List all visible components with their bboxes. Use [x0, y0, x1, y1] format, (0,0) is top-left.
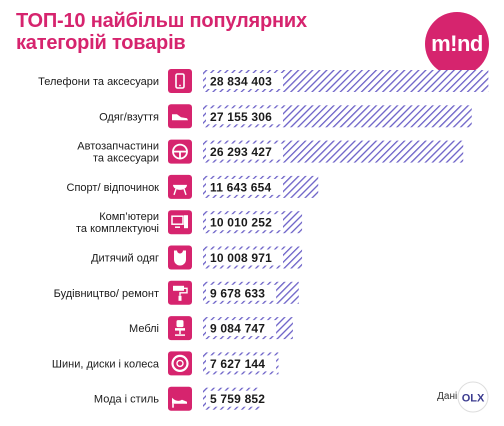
baby-bib-icon	[168, 245, 192, 270]
computer-icon	[168, 210, 192, 235]
bar-row: Меблі 9 084 747	[129, 316, 293, 341]
bar-row: Спорт/ відпочинок 11 643 654	[67, 174, 319, 199]
value-label-bg	[206, 355, 277, 372]
value-label: 11 643 654	[210, 180, 272, 194]
category-label-line: Шини, диски і колеса	[52, 358, 160, 370]
category-label: Спорт/ відпочинок	[67, 182, 160, 194]
bar-row: Будівництво/ ремонт 9 678 633	[54, 280, 299, 305]
bar-row: Комп’ютери та комплектуючі 10 010 252	[76, 210, 303, 235]
value-label: 10 010 252	[210, 216, 272, 230]
category-label-line: Спорт/ відпочинок	[67, 182, 160, 194]
bar-row: Телефони та аксесуари 28 834 403	[38, 69, 489, 93]
category-label: Комп’ютери та комплектуючі	[76, 211, 159, 235]
category-label-line: Будівництво/ ремонт	[54, 288, 159, 300]
value-label-bg	[206, 214, 283, 231]
category-label-line: Автозапчастини	[77, 141, 159, 153]
source-label: Дані:	[437, 391, 460, 402]
value-label-bg	[206, 284, 277, 301]
sneaker-icon	[168, 104, 192, 129]
high-heel-icon	[168, 386, 192, 411]
category-label: Одяг/взуття	[99, 111, 159, 123]
category-label-line: Мода і стиль	[94, 394, 159, 406]
value-label: 10 008 971	[210, 251, 272, 265]
category-label-line: Телефони та аксесуари	[38, 76, 159, 88]
bar-row: Шини, диски і колеса 7 627 144	[52, 351, 279, 376]
bar-row: Дитячий одяг 10 008 971	[91, 245, 303, 270]
grill-icon	[168, 174, 192, 199]
category-label-line: Дитячий одяг	[91, 253, 159, 265]
category-label: Телефони та аксесуари	[38, 76, 159, 88]
category-label-line: Меблі	[129, 323, 159, 335]
value-label-bg	[206, 73, 283, 89]
value-label: 27 155 306	[210, 110, 272, 124]
category-label-line: та аксесуари	[93, 153, 159, 165]
chart-title: ТОП-10 найбільш популярних категорій тов…	[16, 10, 416, 54]
value-label: 9 084 747	[210, 322, 265, 336]
paint-roller-icon	[168, 280, 192, 305]
category-label: Будівництво/ ремонт	[54, 288, 159, 300]
bar-row: Одяг/взуття 27 155 306	[99, 104, 472, 129]
bar-row: Мода і стиль 5 759 852	[94, 386, 277, 411]
category-label-line: та комплектуючі	[76, 223, 159, 235]
mind-logo-text: m!nd	[431, 31, 483, 56]
olx-logo-text: OLX	[462, 393, 485, 405]
value-label-bg	[206, 320, 277, 337]
phone-icon	[168, 69, 192, 93]
value-label: 28 834 403	[210, 75, 272, 89]
value-label-bg	[206, 143, 283, 160]
category-label-line: Комп’ютери	[99, 211, 159, 223]
value-label-bg	[206, 249, 283, 266]
value-label: 26 293 427	[210, 145, 272, 159]
category-label: Шини, диски і колеса	[52, 358, 160, 370]
bar-row: Автозапчастини та аксесуари 26 293 427	[77, 139, 464, 165]
value-label-bg	[206, 178, 283, 195]
value-label-bg	[206, 390, 277, 407]
category-label: Мода і стиль	[94, 394, 159, 406]
value-label: 9 678 633	[210, 286, 265, 300]
mind-logo: m!nd	[425, 12, 489, 76]
title-line-1: ТОП-10 найбільш популярних	[16, 10, 307, 32]
office-chair-icon	[168, 316, 192, 341]
value-label: 5 759 852	[210, 392, 265, 406]
tire-icon	[168, 351, 192, 376]
olx-logo: OLX	[457, 381, 489, 413]
title-line-2: категорій товарів	[16, 32, 186, 54]
category-label-line: Одяг/взуття	[99, 111, 159, 123]
category-label: Дитячий одяг	[91, 253, 159, 265]
category-label: Меблі	[129, 323, 159, 335]
value-label-bg	[206, 108, 283, 125]
category-label: Автозапчастини та аксесуари	[77, 141, 159, 165]
value-label: 7 627 144	[210, 357, 265, 371]
steering-wheel-icon	[168, 139, 192, 164]
